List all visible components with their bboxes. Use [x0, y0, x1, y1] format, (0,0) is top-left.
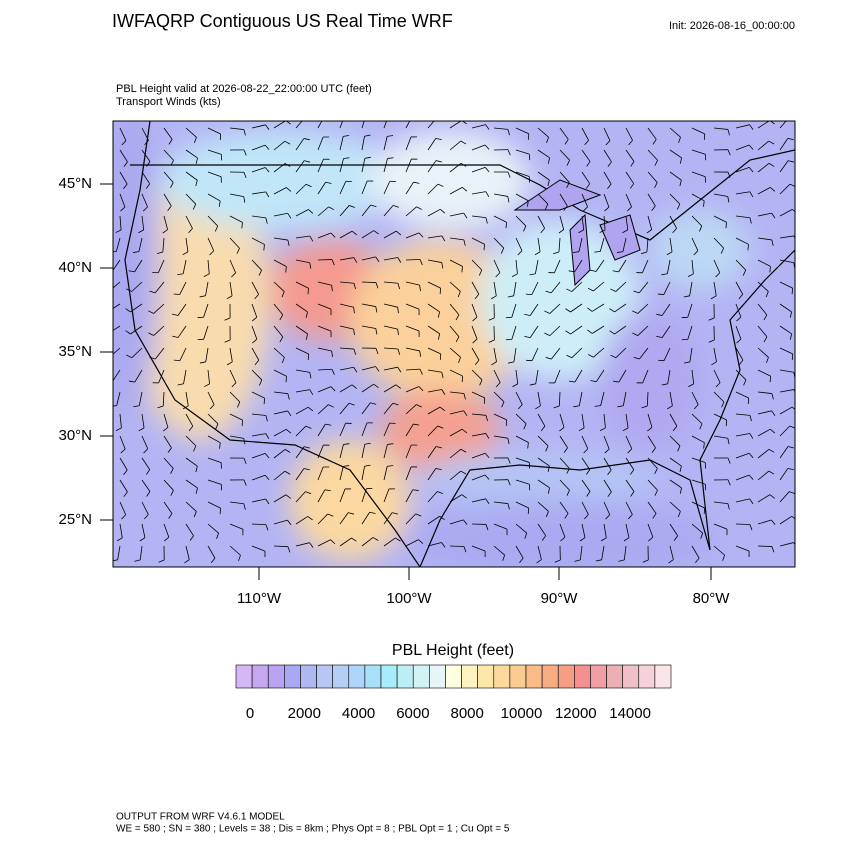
colorbar-box: [365, 665, 381, 688]
colorbar-box: [542, 665, 558, 688]
colorbar-label: 0: [246, 705, 254, 722]
colorbar-label: 10000: [501, 705, 543, 722]
wind-barb: [758, 546, 772, 547]
lon-label: 80°W: [693, 590, 731, 607]
colorbar-label: 12000: [555, 705, 597, 722]
colorbar-box: [478, 665, 494, 688]
colorbar-label: 14000: [609, 705, 651, 722]
wind-barb-flag: [726, 222, 727, 228]
colorbar-label: 6000: [396, 705, 429, 722]
colorbar-box: [413, 665, 429, 688]
footer: WE = 580 ; SN = 380 ; Levels = 38 ; Dis …: [116, 824, 510, 835]
colorbar-box: [268, 665, 284, 688]
colorbar-title: PBL Height (feet): [392, 642, 514, 659]
colorbar-box: [590, 665, 606, 688]
lon-label: 110°W: [237, 590, 282, 607]
colorbar-box: [349, 665, 365, 688]
map-field: [100, 100, 797, 580]
colorbar-box: [317, 665, 333, 688]
colorbar-box: [623, 665, 639, 688]
colorbar-box: [397, 665, 413, 688]
wind-barb-flag: [106, 380, 112, 381]
colorbar-box: [607, 665, 623, 688]
lat-label: 45°N: [58, 175, 92, 192]
colorbar-box: [574, 665, 590, 688]
colorbar: 0 2000 4000 6000 8000 10000 12000 14000: [236, 665, 671, 722]
title: IWFAQRP Contiguous US Real Time WRF: [112, 11, 453, 31]
colorbar-box: [494, 665, 510, 688]
colorbar-label: 4000: [342, 705, 375, 722]
colorbar-box: [429, 665, 445, 688]
colorbar-label: 8000: [451, 705, 484, 722]
colorbar-label: 2000: [288, 705, 321, 722]
wind-barb-flag: [103, 308, 108, 312]
lon-label: 100°W: [386, 590, 432, 607]
wind-barb-flag: [286, 376, 287, 382]
wind-barb: [362, 282, 376, 283]
colorbar-box: [462, 665, 478, 688]
wind-barb-flag: [437, 117, 443, 119]
wind-barb: [406, 259, 420, 260]
subtitle: Transport Winds (kts): [116, 96, 221, 108]
wind-barb-flag: [103, 330, 108, 334]
lon-label: 90°W: [541, 590, 579, 607]
lat-label: 40°N: [58, 259, 92, 276]
colorbar-box: [639, 665, 655, 688]
colorbar-box: [510, 665, 526, 688]
init-time: Init: 2026-08-16_00:00:00: [669, 20, 795, 32]
colorbar-box: [381, 665, 397, 688]
wind-barb-flag: [789, 117, 795, 119]
subtitle: PBL Height valid at 2026-08-22_22:00:00 …: [116, 83, 372, 95]
colorbar-box: [655, 665, 671, 688]
wind-barb-flag: [106, 270, 112, 271]
wind-barb-flag: [104, 288, 109, 291]
colorbar-box: [445, 665, 461, 688]
wind-barb-flag: [484, 244, 485, 250]
colorbar-box: [526, 665, 542, 688]
footer: OUTPUT FROM WRF V4.6.1 MODEL: [116, 812, 285, 823]
colorbar-box: [300, 665, 316, 688]
colorbar-box: [558, 665, 574, 688]
wind-barb: [450, 546, 464, 547]
colorbar-box: [284, 665, 300, 688]
lat-label: 30°N: [58, 427, 92, 444]
colorbar-box: [236, 665, 252, 688]
wind-barb-flag: [325, 116, 331, 117]
colorbar-box: [333, 665, 349, 688]
lat-label: 35°N: [58, 343, 92, 360]
lat-label: 25°N: [58, 511, 92, 528]
wind-barb-flag: [174, 294, 180, 295]
wind-barb-flag: [220, 508, 221, 514]
wind-barb-flag: [305, 118, 311, 120]
wind-barb-flag: [104, 354, 109, 357]
wind-barb-flag: [413, 116, 419, 117]
colorbar-box: [252, 665, 268, 688]
wind-barb-flag: [308, 288, 309, 294]
wind-barb-flag: [506, 222, 507, 228]
wind-barb-flag: [658, 294, 664, 295]
